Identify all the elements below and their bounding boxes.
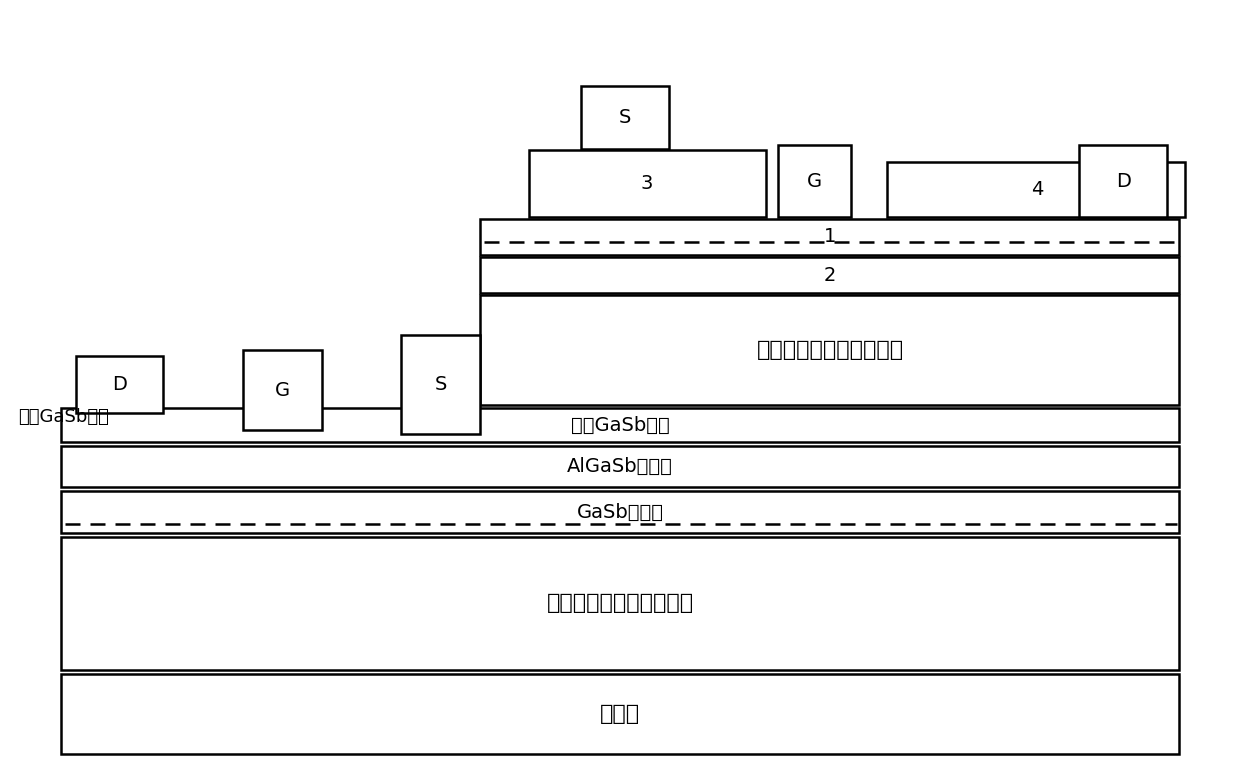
- Text: 3: 3: [641, 174, 653, 193]
- Text: G: G: [275, 381, 290, 400]
- Bar: [61, 537, 1179, 671]
- Text: 第一多层晶格应变缓冲层: 第一多层晶格应变缓冲层: [547, 593, 693, 613]
- Bar: [777, 145, 851, 218]
- Bar: [480, 256, 1179, 294]
- Text: 第二GaSb帽层: 第二GaSb帽层: [570, 416, 670, 434]
- Text: 第二多层晶格应变缓冲层: 第二多层晶格应变缓冲层: [756, 340, 904, 361]
- Text: 第一GaSb帽层: 第一GaSb帽层: [19, 409, 109, 427]
- Bar: [243, 350, 322, 430]
- Bar: [888, 162, 1185, 218]
- Text: AlGaSb势垒层: AlGaSb势垒层: [567, 458, 673, 476]
- Text: D: D: [1116, 172, 1131, 190]
- Text: D: D: [112, 375, 126, 394]
- Text: 4: 4: [1030, 180, 1043, 199]
- Text: S: S: [619, 108, 631, 127]
- Bar: [61, 674, 1179, 754]
- Bar: [528, 150, 766, 218]
- Text: 1: 1: [825, 228, 837, 246]
- Text: 硅衬底: 硅衬底: [600, 705, 640, 724]
- Bar: [76, 356, 164, 413]
- Bar: [61, 491, 1179, 533]
- Bar: [1079, 145, 1167, 218]
- Bar: [480, 294, 1179, 406]
- Text: S: S: [434, 375, 446, 394]
- Bar: [402, 335, 480, 434]
- Bar: [480, 218, 1179, 255]
- Bar: [582, 86, 668, 148]
- Text: G: G: [807, 172, 822, 190]
- Text: 2: 2: [825, 266, 837, 284]
- Bar: [61, 408, 1179, 442]
- Bar: [61, 446, 1179, 487]
- Text: GaSb沟道层: GaSb沟道层: [577, 503, 663, 522]
